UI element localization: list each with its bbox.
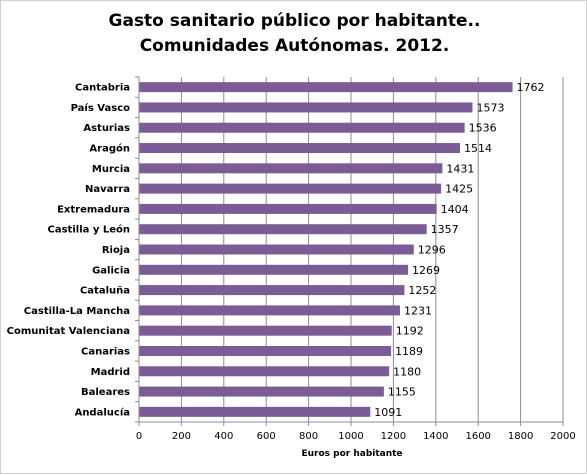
value-label-0: 1762 (517, 81, 545, 94)
bar-14 (139, 366, 390, 377)
x-tick-label-800: 800 (299, 431, 318, 442)
bar-9 (139, 264, 409, 275)
value-label-7: 1357 (431, 223, 459, 236)
category-label-14: Madrid (91, 367, 130, 378)
axes (135, 76, 564, 426)
bar-3 (139, 143, 460, 154)
value-label-12: 1192 (396, 325, 424, 338)
category-label-16: Andalucía (75, 406, 130, 418)
category-label-7: Castilla y León (48, 224, 130, 236)
category-label-0: Cantabria (75, 83, 130, 94)
bar-1 (139, 102, 473, 113)
bar-4 (139, 163, 443, 174)
labels: 0 200 400 600 800 1000 1200 1400 1600 1800 2000 Can… (7, 81, 576, 459)
category-label-1: País Vasco (71, 102, 130, 114)
bars (139, 82, 513, 417)
category-label-3: Aragón (89, 143, 130, 155)
bar-5 (139, 183, 442, 194)
category-label-6: Extremadura (57, 204, 130, 215)
value-label-14: 1180 (393, 365, 421, 378)
gridlines (180, 77, 564, 422)
bar-0 (139, 82, 513, 93)
bar-6 (139, 203, 437, 214)
x-tick-label-400: 400 (214, 431, 233, 442)
value-label-10: 1252 (408, 284, 436, 297)
bar-8 (139, 244, 414, 255)
x-tick-label-2000: 2000 (550, 431, 575, 442)
x-axis-title: Euros por habitante (301, 449, 402, 459)
category-label-4: Murcia (92, 164, 130, 175)
category-label-15: Baleares (81, 387, 130, 398)
x-tick-label-1200: 1200 (381, 431, 406, 442)
category-label-10: Cataluña (80, 286, 130, 297)
value-label-15: 1155 (388, 386, 416, 399)
value-label-6: 1404 (441, 203, 469, 216)
value-label-2: 1536 (469, 122, 497, 135)
category-label-2: Asturias (83, 123, 130, 134)
value-label-11: 1231 (404, 304, 432, 317)
x-tick-label-0: 0 (136, 431, 142, 442)
category-label-13: Canarias (81, 346, 130, 357)
x-tick-label-1800: 1800 (508, 431, 533, 442)
x-tick-label-1000: 1000 (338, 431, 363, 442)
value-label-13: 1189 (395, 345, 423, 358)
category-label-5: Navarra (85, 184, 130, 195)
value-label-1: 1573 (476, 101, 504, 114)
x-tick-label-200: 200 (172, 431, 191, 442)
x-tick-label-1400: 1400 (423, 431, 448, 442)
chart-title-line-2: Comunidades Autónomas. 2012. (139, 36, 450, 56)
bar-12 (139, 325, 392, 336)
value-label-4: 1431 (446, 162, 474, 175)
value-label-16: 1091 (374, 406, 402, 419)
x-tick-label-1600: 1600 (465, 431, 490, 442)
category-label-12: Comunitat Valenciana (7, 326, 130, 337)
category-label-9: Galicia (92, 265, 130, 276)
category-label-11: Castilla-La Mancha (24, 306, 130, 317)
bar-15 (139, 386, 384, 397)
value-label-5: 1425 (445, 183, 473, 196)
chart-title-line-1: Gasto sanitario público por habitante.. (108, 11, 481, 31)
bar-2 (139, 122, 465, 133)
bar-10 (139, 285, 405, 296)
value-label-9: 1269 (412, 264, 440, 277)
value-label-3: 1514 (464, 142, 492, 155)
chart-title: Gasto sanitario público por habitante.. … (1, 9, 587, 59)
bar-11 (139, 305, 400, 316)
x-tick-label-600: 600 (257, 431, 276, 442)
value-label-8: 1296 (418, 244, 446, 257)
bar-13 (139, 345, 392, 356)
category-label-8: Rioja (102, 245, 130, 256)
bar-16 (139, 406, 371, 417)
bar-7 (139, 224, 427, 235)
